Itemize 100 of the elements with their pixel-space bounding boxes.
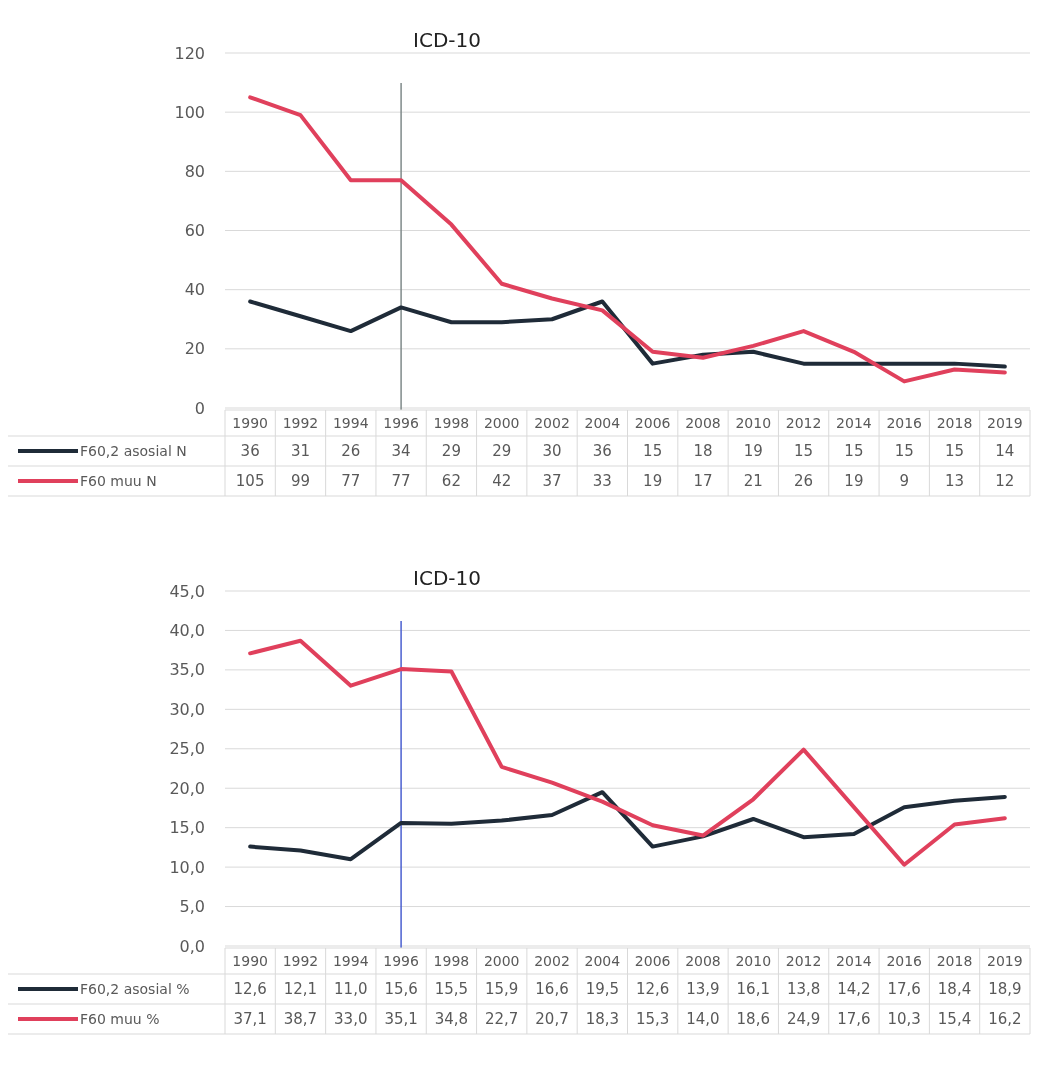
legend-label: F60 muu % [80,1010,160,1027]
y-tick-label: 30,0 [169,699,205,719]
data-label: 29 [441,442,461,461]
data-label: 15 [894,442,914,461]
data-label: 19 [643,472,663,491]
x-tick-label: 1994 [332,414,369,431]
data-label: 77 [341,472,361,491]
y-tick-label: 20 [184,339,205,359]
x-tick-label: 2008 [685,952,721,969]
x-tick-label: 2016 [886,414,923,431]
data-label: 37,1 [233,1010,267,1029]
data-label: 13 [944,472,965,491]
data-label: 13,9 [686,980,720,999]
data-label: 33,0 [334,1010,368,1029]
y-tick-label: 100 [174,102,205,122]
data-label: 15 [794,442,814,461]
x-tick-label: 2002 [534,414,570,431]
y-tick-label: 40 [184,280,205,300]
data-label: 77 [391,472,411,491]
x-tick-label: 2010 [735,952,772,969]
y-tick-label: 40,0 [169,621,205,641]
data-label: 22,7 [485,1010,519,1029]
data-label: 35,1 [384,1010,418,1029]
data-label: 14 [995,442,1015,461]
y-tick-label: 10,0 [169,857,205,877]
data-label: 36 [240,442,260,461]
data-label: 31 [290,442,311,461]
data-label: 16,1 [736,980,770,999]
data-label: 15,4 [937,1010,972,1029]
data-label: 18,4 [937,980,972,999]
ref-line-label: ICD-10 [413,566,482,590]
data-label: 18,3 [585,1010,620,1029]
data-label: 34,8 [434,1010,469,1029]
x-tick-label: 2010 [735,414,772,431]
data-label: 19,5 [585,980,620,999]
x-tick-label: 2002 [534,952,570,969]
x-tick-label: 2000 [483,952,520,969]
x-tick-label: 1990 [232,952,268,969]
x-tick-label: 2014 [836,414,872,431]
data-label: 26 [341,442,361,461]
x-tick-label: 2000 [483,414,520,431]
data-label: 24,9 [786,1010,821,1029]
x-tick-label: 1992 [282,414,319,431]
ref-line-label: ICD-10 [413,28,482,52]
x-tick-label: 2008 [685,414,721,431]
y-tick-label: 60 [184,221,205,241]
y-tick-label: 0,0 [179,936,205,956]
x-tick-label: 1992 [282,952,319,969]
data-label: 16,6 [535,980,569,999]
line-series [248,299,1007,369]
data-label: 17,6 [837,1010,871,1029]
data-label: 18,6 [736,1010,770,1029]
data-label: 29 [492,442,512,461]
line-series [248,790,1007,862]
data-label: 21 [743,472,763,491]
data-label: 30 [542,442,562,461]
x-tick-label: 2012 [785,414,822,431]
x-tick-label: 1996 [383,414,419,431]
data-label: 18 [693,442,713,461]
data-label: 9 [899,472,909,491]
x-tick-label: 2018 [936,414,973,431]
x-tick-label: 2018 [936,952,973,969]
data-label: 15,5 [434,980,469,999]
x-tick-label: 2019 [987,414,1023,431]
x-tick-label: 1996 [383,952,419,969]
y-tick-label: 15,0 [169,818,205,838]
data-label: 26 [794,472,814,491]
y-tick-label: 5,0 [179,897,205,917]
x-tick-label: 2014 [836,952,872,969]
legend-label: F60 muu N [80,472,157,489]
data-label: 12 [995,472,1015,491]
x-tick-label: 1990 [232,414,268,431]
data-label: 15 [844,442,864,461]
data-label: 19 [743,442,763,461]
data-label: 14,2 [837,980,871,999]
data-label: 42 [492,472,512,491]
y-tick-label: 80 [184,161,205,181]
y-tick-label: 25,0 [169,739,205,759]
data-label: 10,3 [887,1010,921,1029]
x-tick-label: 2012 [785,952,822,969]
x-tick-label: 2006 [634,952,671,969]
y-tick-label: 0 [194,398,205,418]
x-tick-label: 2016 [886,952,923,969]
data-label: 18,9 [988,980,1022,999]
data-label: 15 [944,442,965,461]
data-label: 17,6 [887,980,921,999]
data-label: 38,7 [283,1010,318,1029]
x-tick-label: 2004 [584,952,621,969]
line-series [248,95,1007,384]
data-label: 13,8 [786,980,821,999]
data-label: 34 [391,442,411,461]
data-label: 36 [592,442,612,461]
data-label: 99 [290,472,311,491]
data-label: 33 [592,472,612,491]
data-label: 15,6 [384,980,418,999]
data-label: 14,0 [686,1010,720,1029]
x-tick-label: 1998 [433,414,470,431]
line-series [248,638,1007,867]
x-tick-label: 2019 [987,952,1023,969]
legend-label: F60,2 asosial N [80,442,187,459]
